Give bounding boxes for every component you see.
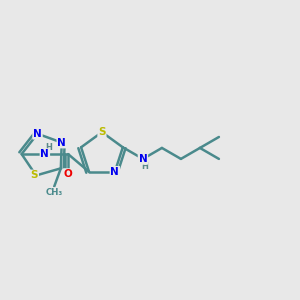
Text: N: N <box>33 129 42 139</box>
Text: N: N <box>110 167 119 177</box>
Text: N: N <box>139 154 147 164</box>
Text: O: O <box>64 169 73 179</box>
Text: N: N <box>57 138 66 148</box>
Text: CH₃: CH₃ <box>46 188 63 197</box>
Text: H: H <box>141 161 148 170</box>
Text: S: S <box>31 170 38 181</box>
Text: S: S <box>98 127 106 137</box>
Text: H: H <box>46 143 52 152</box>
Text: N: N <box>40 149 49 159</box>
